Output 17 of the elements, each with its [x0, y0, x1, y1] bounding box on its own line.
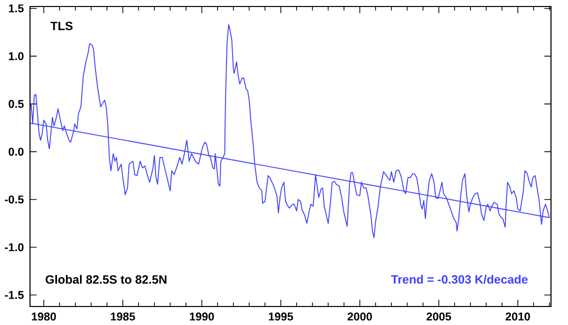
y-tick-label: -1.0	[4, 243, 24, 252]
y-tick-label: 0.0	[8, 148, 24, 156]
annotation: Trend = -0.303 K/decade	[391, 274, 528, 284]
y-tick-label: -0.5	[4, 195, 24, 204]
y-tick-label: -1.5	[4, 291, 24, 299]
y-tick-label: 1.5	[8, 4, 24, 12]
x-tick-label: 1990	[190, 312, 214, 321]
x-tick-label: 2000	[348, 312, 372, 321]
annotation: Global 82.5S to 82.5N	[46, 274, 166, 284]
x-tick-label: 1985	[110, 312, 136, 321]
x-tick-label: 2005	[426, 312, 452, 321]
y-tick-label: 1.0	[8, 52, 24, 60]
x-tick-label: 1980	[32, 312, 56, 321]
text: TLS	[50, 22, 73, 30]
y-tick-label: 0.5	[8, 100, 24, 108]
x-tick-label: 1995	[268, 312, 294, 321]
x-tick-label: 2010	[506, 312, 530, 321]
